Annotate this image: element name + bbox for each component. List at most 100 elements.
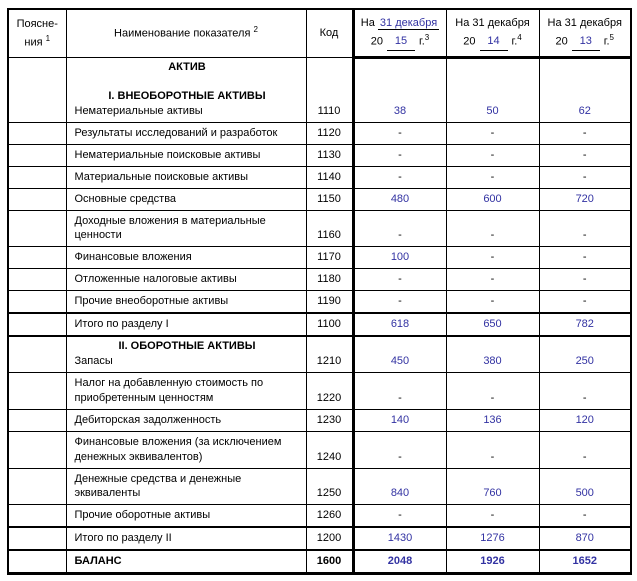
footnote-mark-1: 1 bbox=[45, 33, 51, 43]
indicator-name: Дебиторская задолженность bbox=[74, 414, 222, 426]
indicator-name-cell: Прочие внеоборотные активы bbox=[65, 289, 307, 314]
code-cell: 1140 bbox=[305, 165, 354, 189]
value-cell: 870 bbox=[538, 526, 632, 551]
indicator-name: Материальные поисковые активы bbox=[74, 170, 249, 183]
value-cell: 650 bbox=[445, 311, 540, 337]
value-cell: - bbox=[538, 165, 632, 189]
value-cell: - bbox=[351, 289, 447, 314]
value-cell: 50 bbox=[445, 56, 540, 124]
indicator-name: Запасы bbox=[74, 355, 113, 368]
explanations-label-line1: Поясне- bbox=[16, 18, 58, 30]
value-cell: - bbox=[445, 289, 540, 314]
indicator-name-cell: Финансовые вложения (за исключением дене… bbox=[65, 430, 307, 469]
explanation-cell bbox=[7, 209, 67, 248]
period-year-line: 20 14 г.4 bbox=[449, 32, 537, 51]
value-cell: 1652 bbox=[538, 549, 632, 574]
indicator-name-cell: Нематериальные поисковые активы bbox=[65, 144, 307, 167]
indicator-name-cell: Доходные вложения в материальные ценност… bbox=[65, 209, 307, 248]
indicator-name-cell: БАЛАНС bbox=[65, 549, 307, 574]
table-row: АКТИВ I. ВНЕОБОРОТНЫЕ АКТИВЫ Нематериальны… bbox=[7, 56, 632, 124]
value-cell: 618 bbox=[351, 311, 447, 337]
value-cell: - bbox=[445, 246, 540, 270]
indicator-name-cell: Материальные поисковые активы bbox=[65, 165, 307, 189]
code-cell: 1200 bbox=[305, 526, 354, 551]
row-section-total: Итого по разделу II 1200 1430 1276 870 bbox=[7, 526, 632, 551]
period-date-line: На 31 декабря bbox=[449, 15, 537, 32]
code-cell: 1260 bbox=[305, 504, 354, 528]
code-cell: 1100 bbox=[305, 311, 354, 337]
period-century: 20 bbox=[463, 35, 476, 48]
indicator-name: Отложенные налоговые активы bbox=[74, 273, 237, 286]
table-row: Прочие оборотные активы 1260- - - bbox=[7, 504, 632, 528]
indicator-name-cell: Основные средства bbox=[65, 187, 307, 211]
value-cell: - bbox=[445, 122, 540, 146]
value-cell: - bbox=[351, 209, 447, 248]
table-row: Денежные средства и денежные эквиваленты… bbox=[7, 467, 632, 506]
indicator-name-cell: Итого по разделу I bbox=[65, 311, 307, 337]
value-cell: 120 bbox=[538, 409, 632, 432]
value-cell: 782 bbox=[538, 311, 632, 337]
value-cell: 500 bbox=[538, 467, 632, 506]
value-cell: - bbox=[445, 165, 540, 189]
period-date-value: 31 декабря bbox=[472, 17, 530, 29]
value-cell: 760 bbox=[445, 467, 540, 506]
code-cell: 1130 bbox=[305, 144, 354, 167]
period-year-line: 20 15 г.3 bbox=[357, 32, 444, 51]
value-cell: 720 bbox=[538, 187, 632, 211]
period-date-line: На 31 декабря bbox=[357, 15, 444, 32]
section-heading: АКТИВ bbox=[168, 60, 206, 73]
value-cell: 450 bbox=[351, 335, 447, 374]
indicator-name-cell: Результаты исследований и разработок bbox=[65, 122, 307, 146]
code-cell: 1210 bbox=[305, 335, 354, 374]
indicator-name: Итого по разделу I bbox=[74, 317, 169, 330]
table-body: АКТИВ I. ВНЕОБОРОТНЫЕ АКТИВЫ Нематериальны… bbox=[7, 56, 632, 574]
col-header-indicator-name: Наименование показателя 2 bbox=[65, 8, 307, 58]
value-cell: 1926 bbox=[445, 549, 540, 574]
section-spacer bbox=[75, 75, 300, 89]
period-date-value: 31 декабря bbox=[377, 17, 440, 30]
explanation-cell bbox=[7, 144, 67, 167]
col-header-period-2013: На 31 декабря 20 13 г.5 bbox=[538, 8, 632, 59]
code-cell: 1180 bbox=[305, 268, 354, 291]
table-row: Нематериальные поисковые активы 1130- - - bbox=[7, 144, 632, 167]
row-balance: БАЛАНС 1600 2048 1926 1652 bbox=[7, 549, 632, 574]
table-row: Прочие внеоборотные активы 1190- - - bbox=[7, 289, 632, 314]
value-cell: 1430 bbox=[351, 526, 447, 551]
value-cell: - bbox=[538, 268, 632, 291]
explanation-cell bbox=[7, 526, 67, 551]
code-cell: 1120 bbox=[305, 122, 354, 146]
value-cell: - bbox=[351, 165, 447, 189]
col-header-code: Код bbox=[305, 8, 354, 58]
table-row: II. ОБОРОТНЫЕ АКТИВЫ Запасы 1210 450 380 250 bbox=[7, 335, 632, 374]
value-cell: - bbox=[351, 430, 447, 469]
value-cell: - bbox=[351, 122, 447, 146]
explanation-cell bbox=[7, 335, 67, 374]
explanation-cell bbox=[7, 549, 67, 574]
explanation-cell bbox=[7, 289, 67, 314]
col-header-period-2015: На 31 декабря 20 15 г.3 bbox=[351, 8, 447, 59]
value-cell: - bbox=[351, 504, 447, 528]
code-cell: 1150 bbox=[305, 187, 354, 211]
indicator-name: Нематериальные активы bbox=[74, 105, 203, 118]
table-row: Налог на добавленную стоимость по приобр… bbox=[7, 372, 632, 410]
indicator-name-cell: Отложенные налоговые активы bbox=[65, 268, 307, 291]
table-row: Дебиторская задолженность 1230 140 136 120 bbox=[7, 409, 632, 432]
code-cell: 1240 bbox=[305, 430, 354, 469]
indicator-name-cell: Итого по разделу II bbox=[65, 526, 307, 551]
explanation-cell bbox=[7, 372, 67, 410]
code-cell: 1160 bbox=[305, 209, 354, 248]
indicator-name: Денежные средства и денежные эквиваленты bbox=[74, 472, 242, 500]
indicator-name: Финансовые вложения bbox=[74, 251, 192, 264]
period-date-line: На 31 декабря bbox=[542, 15, 629, 32]
explanations-label-line2: ния bbox=[24, 36, 43, 49]
value-cell: - bbox=[538, 372, 632, 410]
explanation-cell bbox=[7, 504, 67, 528]
explanation-cell bbox=[7, 467, 67, 506]
code-cell: 1170 bbox=[305, 246, 354, 270]
indicator-name-cell: Дебиторская задолженность bbox=[65, 409, 307, 432]
value-cell: 380 bbox=[445, 335, 540, 374]
indicator-name-cell: II. ОБОРОТНЫЕ АКТИВЫ Запасы bbox=[65, 335, 307, 374]
code-cell: 1220 bbox=[305, 372, 354, 410]
footnote-mark-3: 3 bbox=[424, 32, 430, 42]
indicator-name-cell: Налог на добавленную стоимость по приобр… bbox=[65, 372, 307, 410]
